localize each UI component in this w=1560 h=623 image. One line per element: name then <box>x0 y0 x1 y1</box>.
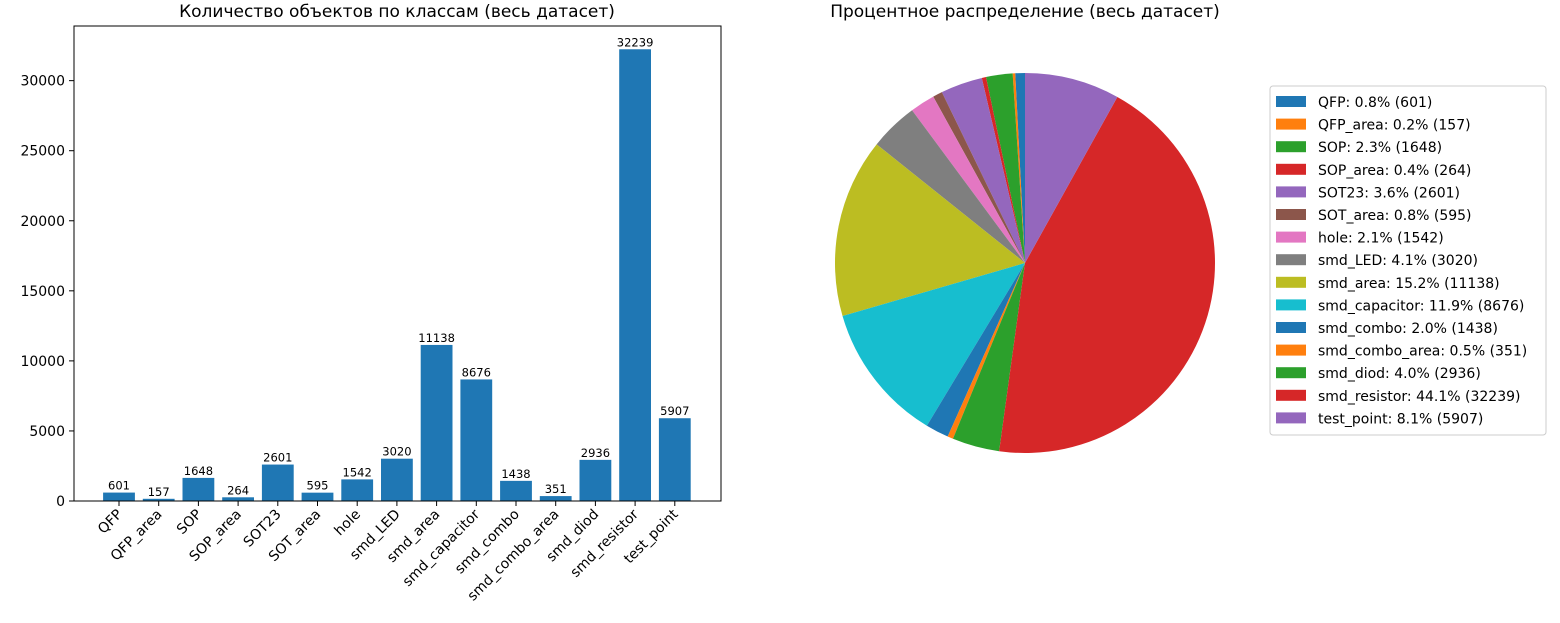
bar-value-label: 2936 <box>581 446 610 460</box>
pie-slice <box>912 96 1025 263</box>
legend-label: smd_LED: 4.1% (3020) <box>1318 253 1478 269</box>
legend-swatch <box>1276 344 1306 356</box>
bar-value-label: 601 <box>108 479 130 493</box>
bar-value-label: 157 <box>148 485 170 499</box>
legend-swatch <box>1276 276 1306 288</box>
y-tick-label: 0 <box>56 494 65 510</box>
bar-value-label: 3020 <box>382 445 411 459</box>
x-tick-label: hole <box>332 507 364 539</box>
bar <box>103 492 135 501</box>
bar <box>301 492 334 501</box>
legend-frame <box>1269 85 1547 436</box>
legend-swatch <box>1276 412 1306 424</box>
legend-label: QFP: 0.8% (601) <box>1318 95 1432 111</box>
legend-label: SOT_area: 0.8% (595) <box>1318 208 1472 224</box>
bar <box>539 496 572 501</box>
pie-slices <box>834 72 1215 453</box>
pie-slice <box>941 77 1025 263</box>
bar <box>341 479 374 501</box>
pie-slice <box>926 263 1025 437</box>
legend-label: hole: 2.1% (1542) <box>1318 231 1444 247</box>
y-tick-label: 15000 <box>20 284 65 300</box>
bar <box>460 379 493 501</box>
legend-swatch <box>1276 186 1306 198</box>
legend-label: SOP: 2.3% (1648) <box>1318 140 1442 156</box>
bar <box>619 49 651 502</box>
y-tick-label: 10000 <box>20 354 65 370</box>
bar-chart-title: Количество объектов по классам (весь дат… <box>179 2 615 22</box>
pie-slice <box>842 263 1025 426</box>
x-tick-label: QFP <box>95 507 126 538</box>
bar <box>381 458 413 501</box>
legend-swatch <box>1276 118 1306 130</box>
y-tick-label: 20000 <box>20 214 65 230</box>
legend-swatch <box>1276 322 1306 333</box>
legend-label: QFP_area: 0.2% (157) <box>1318 118 1471 134</box>
bar-value-label: 1438 <box>501 467 530 481</box>
legend-label: smd_combo: 2.0% (1438) <box>1318 321 1498 337</box>
pie-slice <box>1015 72 1025 263</box>
bar-value-label: 2601 <box>263 451 292 465</box>
pie-slice <box>947 263 1025 439</box>
pie-chart-title: Процентное распределение (весь датасет) <box>830 2 1220 22</box>
legend-swatch <box>1276 254 1306 266</box>
bar <box>222 497 254 501</box>
y-tick-label: 25000 <box>20 144 65 160</box>
legend-swatch <box>1276 367 1306 379</box>
pie-slice <box>1012 73 1025 263</box>
legend-label: test_point: 8.1% (5907) <box>1318 411 1483 427</box>
legend-swatch <box>1276 209 1306 220</box>
bar <box>579 459 612 501</box>
bar <box>182 477 215 501</box>
pie-slice <box>981 77 1025 263</box>
legend-label: smd_diod: 4.0% (2936) <box>1318 366 1481 382</box>
pie-slice <box>834 144 1025 316</box>
pie-slice <box>985 73 1025 264</box>
pie-slice <box>999 96 1215 453</box>
bar-value-label: 8676 <box>462 365 491 379</box>
bar-value-label: 1542 <box>343 465 372 479</box>
legend-label: smd_resistor: 44.1% (32239) <box>1318 389 1520 405</box>
bar-series <box>103 49 691 502</box>
pie-slice <box>933 92 1025 263</box>
x-tick-label: SOP <box>174 507 205 538</box>
legend-swatch <box>1276 231 1306 243</box>
bar <box>420 344 453 501</box>
bar-value-label: 1648 <box>184 464 213 478</box>
pie-slice <box>1025 73 1118 263</box>
legend-swatch <box>1276 96 1306 107</box>
legend-swatch <box>1276 389 1306 401</box>
legend-swatch <box>1276 163 1306 175</box>
y-tick-label: 5000 <box>29 424 65 440</box>
bar-value-label: 32239 <box>617 35 654 49</box>
bar <box>261 464 294 501</box>
pie-chart: Процентное распределение (весь датасет) <box>830 2 1220 453</box>
bar <box>658 418 691 501</box>
pie-slice <box>876 110 1025 263</box>
pie-legend: QFP: 0.8% (601) QFP_area: 0.2% (157) SOP: … <box>1269 85 1547 436</box>
legend-swatch <box>1276 299 1306 311</box>
y-tick-label: 30000 <box>20 74 65 90</box>
legend-label: SOP_area: 0.4% (264) <box>1318 163 1471 179</box>
bar-data-labels: 601 157 1648 264 2601 595 1542 3020 11138 8676 143… <box>108 35 689 499</box>
bar <box>142 498 175 501</box>
bar-value-label: 595 <box>307 479 329 493</box>
bar-value-label: 351 <box>545 482 567 496</box>
bar-plot-frame <box>73 25 722 502</box>
legend-label: SOT23: 3.6% (2601) <box>1318 185 1460 201</box>
bar <box>500 480 532 501</box>
legend-swatch <box>1276 141 1306 153</box>
bar-value-label: 11138 <box>418 331 455 345</box>
pie-slice <box>952 263 1025 452</box>
bar-chart: Количество объектов по классам (весь дат… <box>20 2 722 604</box>
legend-items: QFP: 0.8% (601) QFP_area: 0.2% (157) SOP: … <box>1276 95 1527 427</box>
legend-label: smd_combo_area: 0.5% (351) <box>1318 344 1527 360</box>
legend-label: smd_area: 15.2% (11138) <box>1318 276 1500 292</box>
bar-value-label: 5907 <box>660 404 689 418</box>
bar-value-label: 264 <box>227 483 249 497</box>
legend-label: smd_capacitor: 11.9% (8676) <box>1318 298 1524 314</box>
bar-y-axis: 0 5000 10000 15000 20000 25000 30000 <box>20 74 74 510</box>
